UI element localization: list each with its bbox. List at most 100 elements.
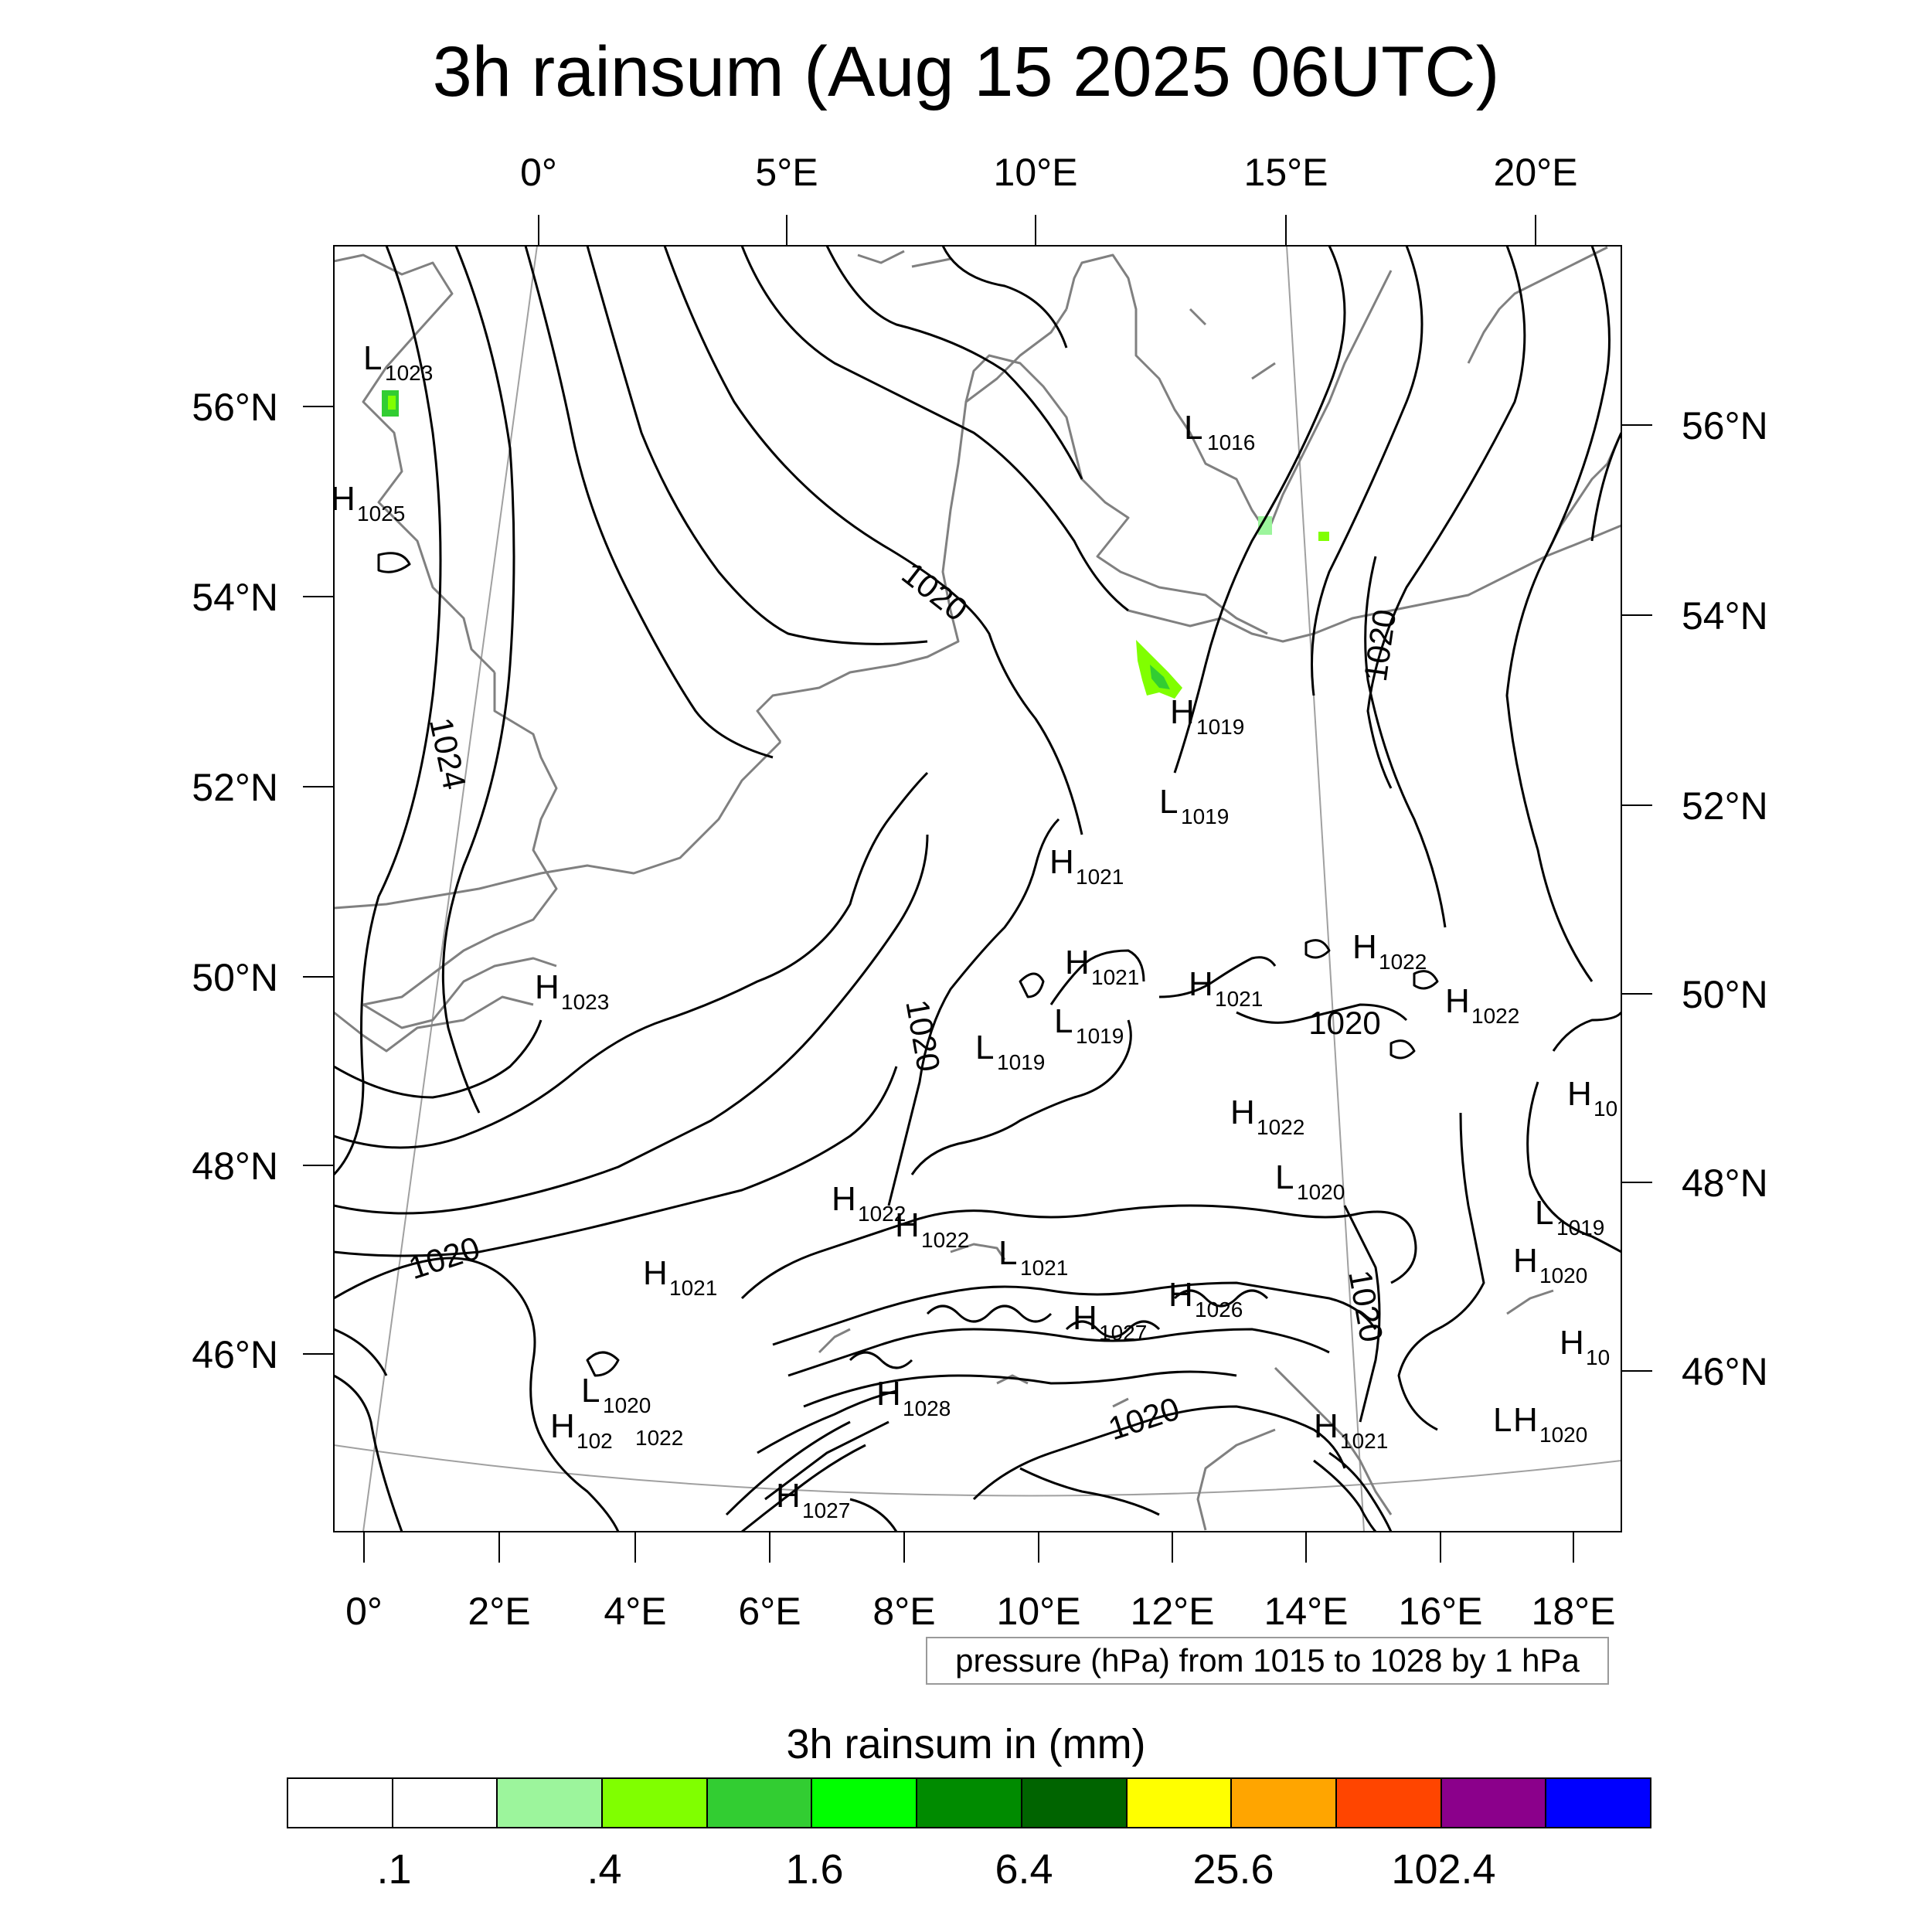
pressure-center: H 1026: [1168, 1276, 1243, 1321]
right-ticks: [1621, 424, 1652, 1372]
colorbar-box: [812, 1779, 918, 1827]
meridian-0: [362, 246, 538, 1532]
top-lon-label: 15°E: [1244, 151, 1328, 194]
isobar-se-2: [1526, 1081, 1621, 1253]
svg-text:1025: 1025: [357, 502, 405, 526]
top-lon-label: 5°E: [755, 151, 818, 194]
svg-text:H: H: [1189, 965, 1213, 1003]
isobar-label: 1020: [1308, 1005, 1380, 1041]
bottom-lon-label: 18°E: [1532, 1590, 1616, 1633]
svg-text:1022: 1022: [921, 1228, 969, 1252]
bottom-lon-label: 0°: [345, 1590, 383, 1633]
isobar-label: 1020: [404, 1230, 484, 1287]
svg-text:H: H: [1560, 1324, 1584, 1362]
coast-islands-north: [857, 250, 1276, 380]
svg-text:1021: 1021: [1091, 965, 1139, 989]
pressure-center: L 1019: [975, 1029, 1045, 1074]
isobar-france-5: [334, 1328, 388, 1376]
isobar-label: 1020: [1342, 1267, 1390, 1345]
isobar-north-3: [825, 246, 1083, 480]
svg-text:L: L: [1275, 1158, 1294, 1196]
pressure-centers: L 1023 H 1025 L 1016 H 1019 L 1019 H 1021 H 102…: [331, 339, 1617, 1522]
right-lat-label: 54°N: [1682, 594, 1768, 638]
isobar-east-3: [1366, 246, 1526, 789]
svg-text:1019: 1019: [1196, 715, 1244, 739]
isobar-center-4: [1158, 956, 1277, 998]
top-lon-label: 20°E: [1494, 151, 1578, 194]
bottom-lon-label: 4°E: [604, 1590, 666, 1633]
isobar-alps-wiggle-1: [926, 1304, 1053, 1323]
colorbar-box: [1127, 1779, 1233, 1827]
left-latitude-labels: 56°N 54°N 52°N 50°N 48°N 46°N: [192, 386, 278, 1376]
colorbar-box: [603, 1779, 708, 1827]
left-ticks: [303, 406, 334, 1355]
svg-text:1016: 1016: [1207, 430, 1255, 454]
colorbar-label: 1.6: [785, 1846, 844, 1893]
isobar-west-3: [524, 246, 774, 759]
pressure-center: L 1023: [363, 339, 433, 385]
svg-text:1020: 1020: [1539, 1264, 1587, 1287]
svg-text:1021: 1021: [669, 1276, 717, 1300]
isobar-1020-north: [663, 246, 1083, 835]
svg-text:1027: 1027: [1099, 1321, 1147, 1345]
bottom-lon-label: 8°E: [872, 1590, 935, 1633]
isobar-alps-wiggle-4: [849, 1351, 913, 1369]
bottom-lon-label: 6°E: [738, 1590, 801, 1633]
svg-text:1019: 1019: [997, 1050, 1045, 1074]
pressure-center: H 1019: [1170, 693, 1244, 739]
isobar-west-2: [441, 246, 515, 1114]
isobar-alps-inner-1: [772, 1281, 1377, 1346]
isobar-center-5: [1236, 1003, 1408, 1024]
svg-text:L: L: [1159, 783, 1178, 821]
svg-text:1022: 1022: [635, 1426, 683, 1450]
pressure-center: H 1021: [1049, 843, 1124, 889]
svg-text:1022: 1022: [1379, 950, 1427, 974]
svg-text:H: H: [1230, 1094, 1255, 1131]
legend-title: 3h rainsum in (mm): [786, 1721, 1146, 1767]
map-title: 3h rainsum (Aug 15 2025 06UTC): [432, 32, 1500, 111]
svg-text:H: H: [832, 1180, 856, 1218]
colorbar-box: [707, 1779, 813, 1827]
pressure-center: L 1020: [581, 1372, 651, 1417]
svg-text:1022: 1022: [1257, 1115, 1304, 1139]
bottom-lon-label: 14°E: [1264, 1590, 1349, 1633]
pressure-center: H 1021: [1314, 1407, 1388, 1453]
map-frame: [333, 245, 1622, 1532]
colorbar-label: .1: [376, 1846, 412, 1893]
pressure-center: L 1021: [998, 1234, 1068, 1280]
pressure-center: L 1019: [1054, 1002, 1124, 1048]
svg-text:L: L: [1535, 1194, 1553, 1232]
svg-text:1028: 1028: [903, 1396, 951, 1420]
svg-text:H: H: [1168, 1276, 1193, 1314]
colorbar-label: 25.6: [1192, 1846, 1274, 1893]
isobar-alps-sw-1: [725, 1420, 851, 1516]
isobar-1020-east: [1364, 556, 1447, 928]
svg-text:H: H: [1073, 1299, 1097, 1337]
svg-text:H: H: [550, 1407, 575, 1445]
svg-text:1021: 1021: [1076, 865, 1124, 889]
pressure-center: H 1022: [1230, 1094, 1304, 1139]
colorbar: [287, 1777, 1651, 1828]
svg-text:1023: 1023: [385, 361, 433, 385]
isobar-alps-east-2: [1328, 1451, 1393, 1532]
svg-text:H: H: [1170, 693, 1195, 731]
bottom-lon-label: 10°E: [997, 1590, 1081, 1633]
isobar-se-3: [1552, 1011, 1621, 1052]
isobar-1020-center: [887, 818, 1060, 1206]
pressure-center: H 1027: [776, 1477, 850, 1522]
rain-patch-gotland: [1258, 516, 1272, 535]
pressure-center: L 1019: [1159, 783, 1229, 828]
isobar-alps-inner-3: [803, 1370, 1237, 1408]
isobar-france-2: [334, 834, 929, 1215]
isobar-brittany: [334, 1019, 543, 1099]
isobar-west-1: [334, 246, 442, 1176]
isobar-center-2: [910, 1019, 1132, 1175]
meridian-15e: [1286, 246, 1365, 1532]
svg-text:L: L: [998, 1234, 1017, 1272]
pressure-center: H 1021: [643, 1254, 717, 1300]
isobar-alps-sw-3: [764, 1420, 889, 1501]
pressure-center: H 1027: [1073, 1299, 1147, 1345]
pressure-center: L 1019: [1535, 1194, 1604, 1240]
svg-text:1022: 1022: [1471, 1004, 1519, 1028]
svg-text:H: H: [1065, 944, 1090, 981]
